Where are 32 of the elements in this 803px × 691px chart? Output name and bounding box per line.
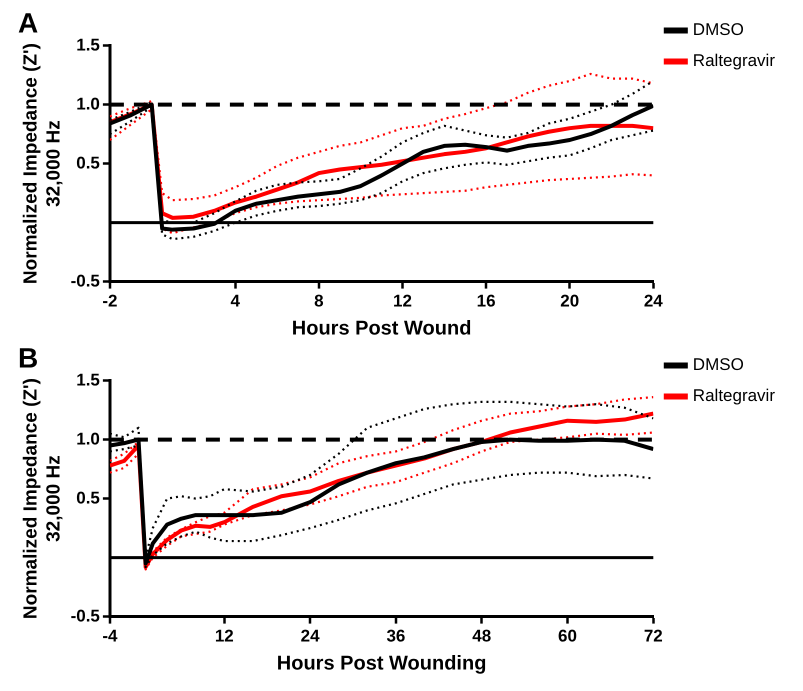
chart-title: B	[18, 342, 38, 374]
y-tick-label: 1.0	[76, 94, 100, 114]
y-tick-label: 1.5	[76, 370, 100, 390]
x-axis-title: Hours Post Wounding	[276, 652, 486, 675]
y-tick-label: -0.5	[70, 271, 100, 290]
chart-title: A	[18, 8, 38, 39]
y-axis-title: Normalized Impedance (Z') 32,000 Hz	[20, 378, 64, 620]
legend-label: DMSO	[692, 355, 744, 374]
y-tick-label: 1.5	[76, 35, 100, 54]
x-tick-label: 20	[560, 291, 580, 310]
x-tick-label: 12	[214, 626, 234, 646]
x-tick-label: 8	[314, 291, 324, 310]
x-axis-title: Hours Post Wound	[292, 318, 472, 340]
legend-label: Raltegravir	[692, 51, 776, 70]
y-axis-title: Normalized Impedance (Z') 32,000 Hz	[20, 43, 64, 284]
x-tick-label: 48	[472, 626, 492, 646]
x-tick-label: 24	[644, 291, 664, 310]
legend-label: Raltegravir	[692, 386, 776, 406]
x-tick-label: 16	[476, 291, 496, 310]
x-tick-label: -2	[102, 291, 118, 310]
y-tick-label: 0.5	[76, 488, 100, 508]
x-tick-label: 12	[393, 291, 412, 310]
y-tick-label: 1.0	[76, 429, 100, 448]
y-tick-label: 0.5	[76, 153, 100, 172]
x-tick-label: 24	[300, 626, 320, 646]
x-tick-label: 72	[644, 626, 663, 646]
y-tick-label: -0.5	[70, 606, 100, 626]
x-tick-label: -4	[102, 626, 118, 646]
x-tick-label: 36	[386, 626, 406, 646]
legend-label: DMSO	[692, 20, 744, 40]
x-tick-label: 60	[558, 626, 577, 646]
x-tick-label: 4	[230, 291, 241, 310]
